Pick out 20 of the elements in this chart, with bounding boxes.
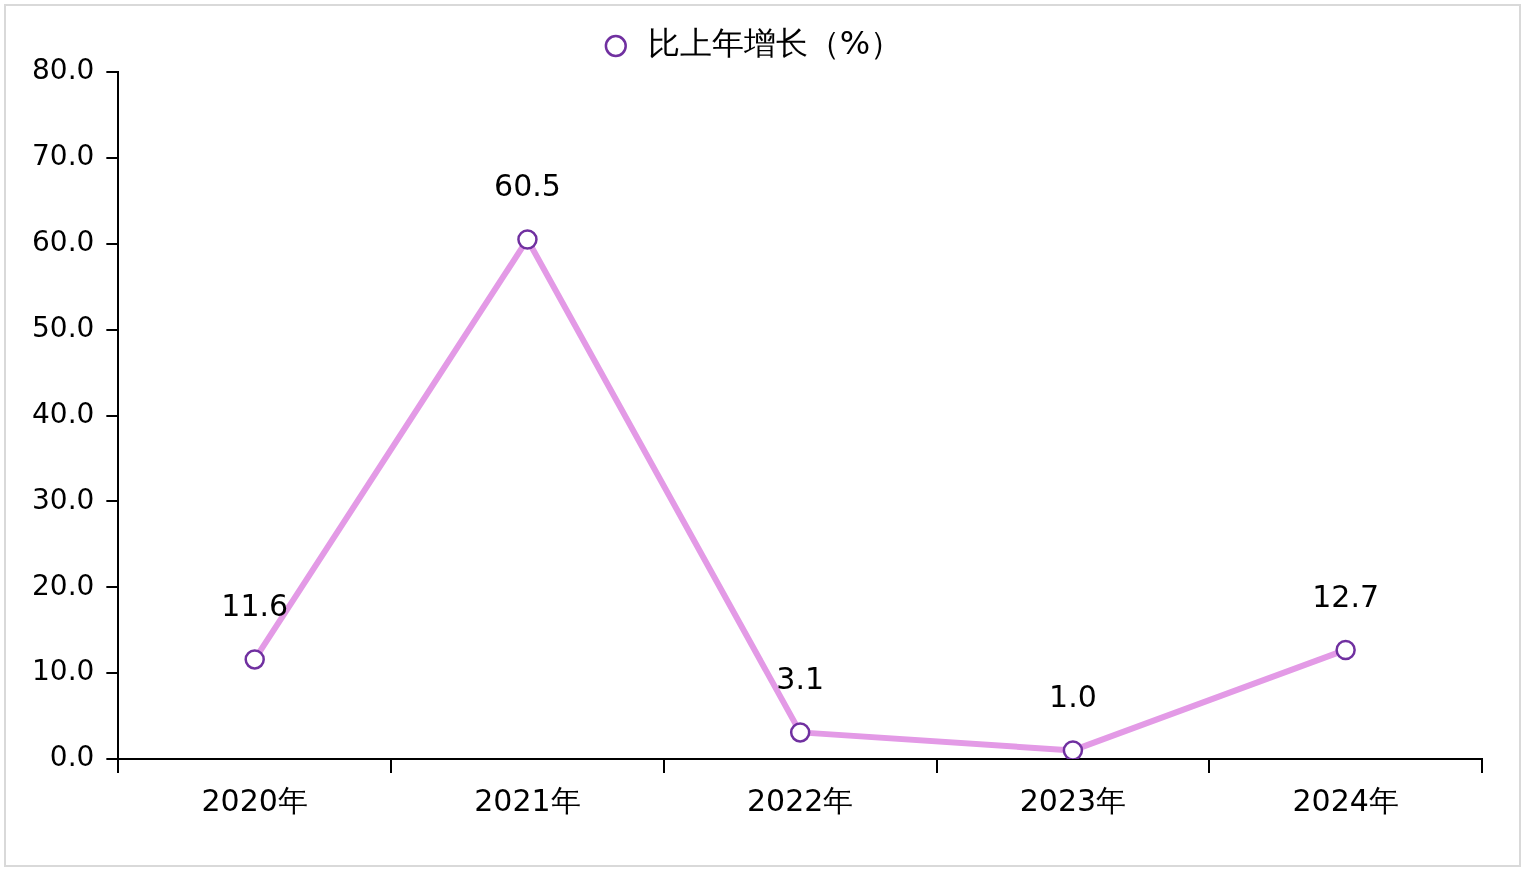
y-tick-label: 80.0 bbox=[32, 53, 95, 87]
y-tick-label: 30.0 bbox=[32, 482, 95, 516]
y-tick-label: 40.0 bbox=[32, 396, 95, 430]
x-tick-label: 2021年 bbox=[474, 782, 581, 818]
x-tick-label: 2020年 bbox=[201, 782, 308, 818]
data-label: 60.5 bbox=[494, 168, 561, 204]
data-label: 11.6 bbox=[221, 588, 289, 624]
data-label: 12.7 bbox=[1312, 578, 1380, 614]
x-tick-label: 2023年 bbox=[1019, 782, 1127, 818]
data-label: 3.1 bbox=[776, 661, 825, 697]
y-tick-label: 10.0 bbox=[32, 654, 95, 688]
y-tick-label: 60.0 bbox=[32, 225, 95, 259]
y-tick-label: 0.0 bbox=[49, 740, 95, 774]
x-tick-label: 2022年 bbox=[746, 782, 854, 818]
y-tick-label: 70.0 bbox=[32, 139, 95, 173]
y-tick-label: 20.0 bbox=[32, 568, 95, 602]
data-label: 1.0 bbox=[1049, 679, 1097, 715]
y-tick-label: 50.0 bbox=[32, 310, 95, 344]
x-tick-label: 2024年 bbox=[1292, 782, 1399, 818]
legend-label: 比上年增长（%） bbox=[647, 24, 903, 63]
